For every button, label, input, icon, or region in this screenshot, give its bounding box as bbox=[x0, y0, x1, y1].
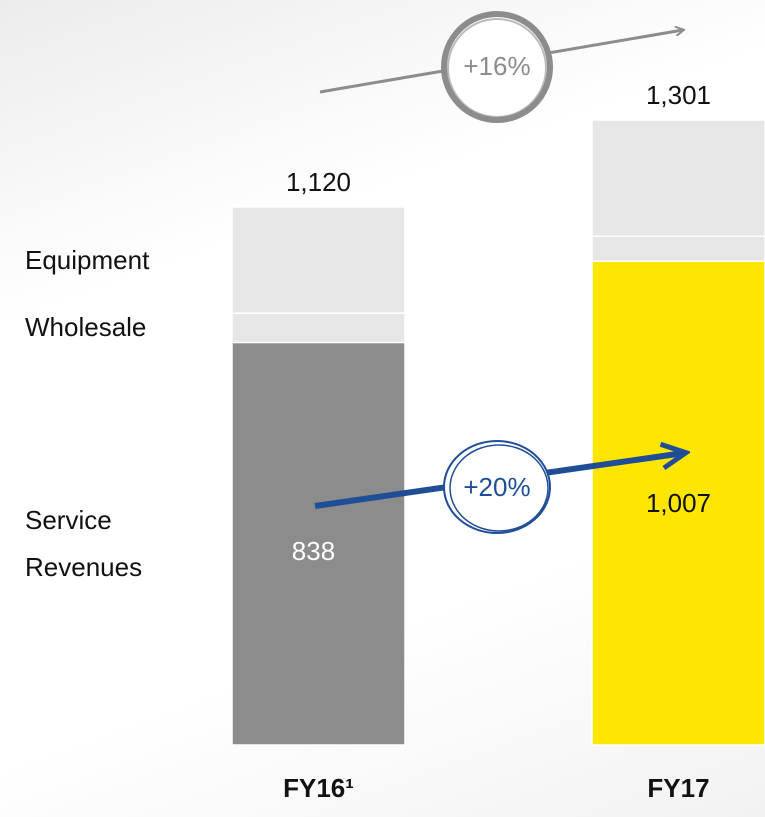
bar-segment bbox=[591, 119, 765, 238]
annotation-circle bbox=[449, 444, 549, 532]
annotation-circle bbox=[441, 11, 553, 123]
annotation-circle bbox=[447, 18, 547, 118]
legend-label: Service Revenues bbox=[25, 504, 143, 582]
annotation-text: +16% bbox=[463, 51, 530, 81]
bar-segment bbox=[231, 341, 406, 746]
value-label: 1,007 bbox=[646, 488, 711, 518]
bar-segment bbox=[591, 235, 765, 262]
bar-segment bbox=[591, 260, 765, 746]
total-label: 1,301 bbox=[646, 80, 711, 110]
value-label: 838 bbox=[292, 536, 335, 566]
annotation-circle bbox=[443, 440, 551, 534]
bar-segment bbox=[231, 312, 406, 344]
annotation-text: +20% bbox=[463, 472, 530, 502]
legend-label: Wholesale bbox=[25, 312, 147, 343]
total-label: 1,120 bbox=[286, 167, 351, 197]
legend-label: Equipment bbox=[25, 244, 150, 275]
x-category-label: FY16¹ bbox=[283, 773, 354, 803]
x-category-label: FY17 bbox=[647, 773, 709, 803]
bar-segment bbox=[231, 206, 406, 314]
